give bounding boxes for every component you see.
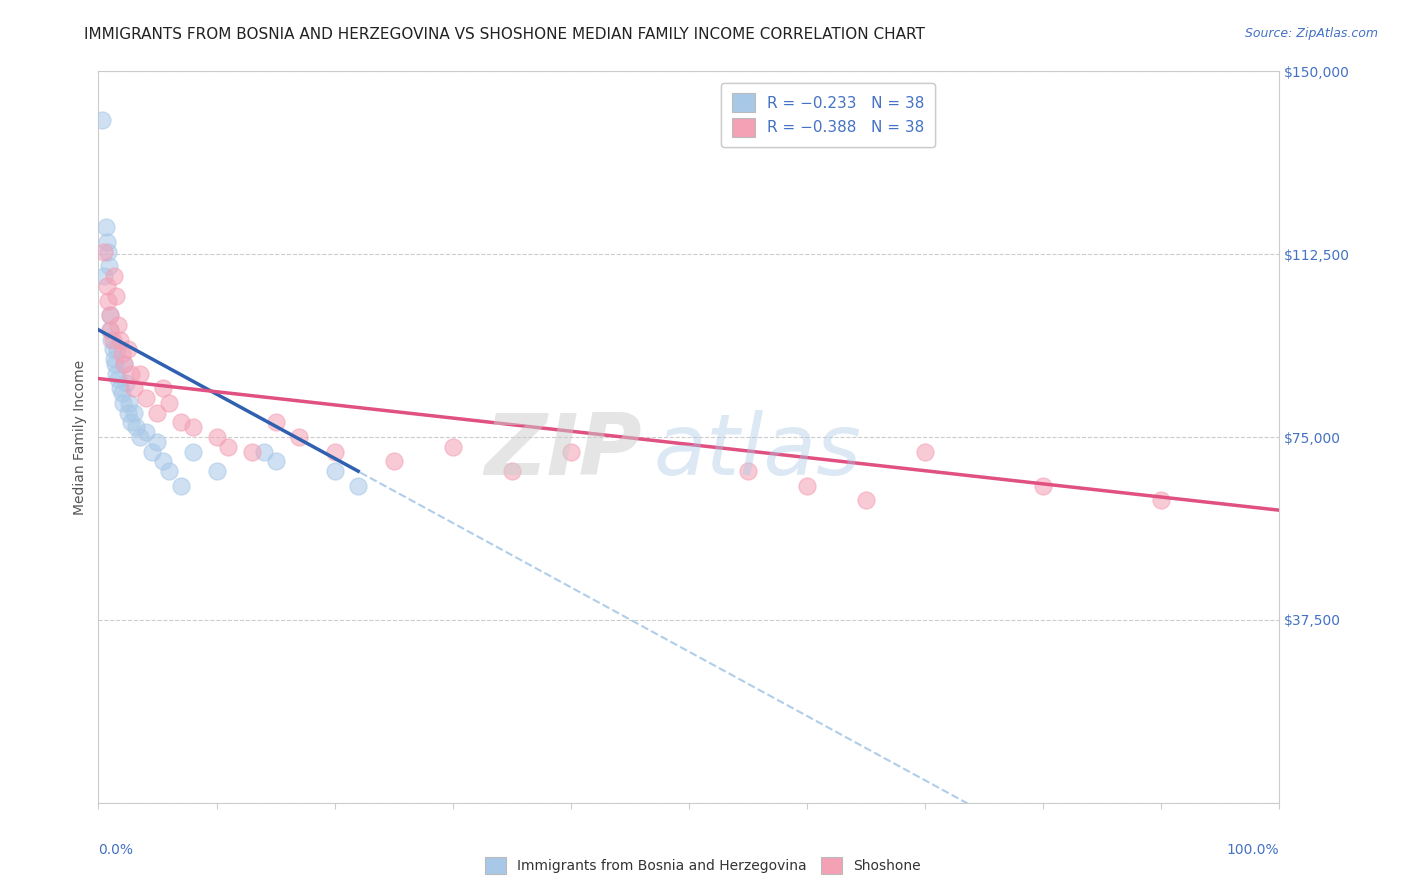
Point xyxy=(94,220,117,235)
Text: atlas: atlas xyxy=(654,410,862,493)
Point xyxy=(323,464,346,478)
Point xyxy=(347,479,370,493)
Point xyxy=(98,323,121,337)
Point xyxy=(288,430,311,444)
Point xyxy=(205,464,228,478)
Text: 0.0%: 0.0% xyxy=(98,843,134,857)
Point xyxy=(560,444,582,458)
Point xyxy=(141,444,163,458)
Point xyxy=(253,444,276,458)
Point xyxy=(105,288,128,302)
Point xyxy=(146,434,169,449)
Point xyxy=(121,416,143,430)
Point xyxy=(914,444,936,458)
Point xyxy=(108,333,131,347)
Point xyxy=(93,269,115,284)
Point xyxy=(240,444,263,458)
Legend: R = −0.233   N = 38, R = −0.388   N = 38: R = −0.233 N = 38, R = −0.388 N = 38 xyxy=(721,83,935,147)
Text: IMMIGRANTS FROM BOSNIA AND HERZEGOVINA VS SHOSHONE MEDIAN FAMILY INCOME CORRELAT: IMMIGRANTS FROM BOSNIA AND HERZEGOVINA V… xyxy=(84,27,925,42)
Point xyxy=(157,396,180,410)
Point xyxy=(501,464,523,478)
Point xyxy=(105,343,128,357)
Point xyxy=(117,406,139,420)
Point xyxy=(181,420,204,434)
Text: 100.0%: 100.0% xyxy=(1227,843,1279,857)
Point xyxy=(170,479,193,493)
Point xyxy=(125,420,148,434)
Point xyxy=(441,440,464,454)
Point xyxy=(97,293,120,308)
Point xyxy=(128,430,150,444)
Point xyxy=(146,406,169,420)
Point xyxy=(121,367,143,381)
Point xyxy=(205,430,228,444)
Point xyxy=(100,333,122,347)
Point xyxy=(135,425,157,440)
Point xyxy=(96,279,118,293)
Point xyxy=(98,308,121,322)
Point xyxy=(105,367,128,381)
Point xyxy=(91,113,114,128)
Point xyxy=(323,444,346,458)
Point xyxy=(181,444,204,458)
Point xyxy=(796,479,818,493)
Point xyxy=(107,318,129,332)
Point xyxy=(170,416,193,430)
Point xyxy=(264,416,287,430)
Point xyxy=(264,454,287,468)
Point xyxy=(104,357,127,371)
Point xyxy=(111,386,134,401)
Legend: Immigrants from Bosnia and Herzegovina, Shoshone: Immigrants from Bosnia and Herzegovina, … xyxy=(478,850,928,880)
Point xyxy=(93,244,115,259)
Point xyxy=(118,396,141,410)
Point xyxy=(108,381,131,395)
Point xyxy=(122,406,145,420)
Point xyxy=(737,464,759,478)
Point xyxy=(97,244,120,259)
Point xyxy=(114,376,136,391)
Point xyxy=(855,493,877,508)
Point xyxy=(98,260,121,274)
Point xyxy=(217,440,239,454)
Point xyxy=(96,235,118,249)
Point xyxy=(1032,479,1054,493)
Point xyxy=(101,343,124,357)
Point xyxy=(112,396,135,410)
Point xyxy=(152,381,174,395)
Point xyxy=(152,454,174,468)
Point xyxy=(1150,493,1173,508)
Point xyxy=(112,357,135,371)
Point xyxy=(111,347,134,361)
Point xyxy=(117,343,139,357)
Text: Source: ZipAtlas.com: Source: ZipAtlas.com xyxy=(1244,27,1378,40)
Point xyxy=(122,381,145,395)
Point xyxy=(128,367,150,381)
Point xyxy=(103,352,125,367)
Point xyxy=(98,323,121,337)
Point xyxy=(103,269,125,284)
Point xyxy=(135,391,157,405)
Point xyxy=(101,333,124,347)
Text: ZIP: ZIP xyxy=(484,410,641,493)
Point xyxy=(157,464,180,478)
Point xyxy=(98,308,121,322)
Point xyxy=(382,454,405,468)
Point xyxy=(107,371,129,385)
Y-axis label: Median Family Income: Median Family Income xyxy=(73,359,87,515)
Point xyxy=(112,357,135,371)
